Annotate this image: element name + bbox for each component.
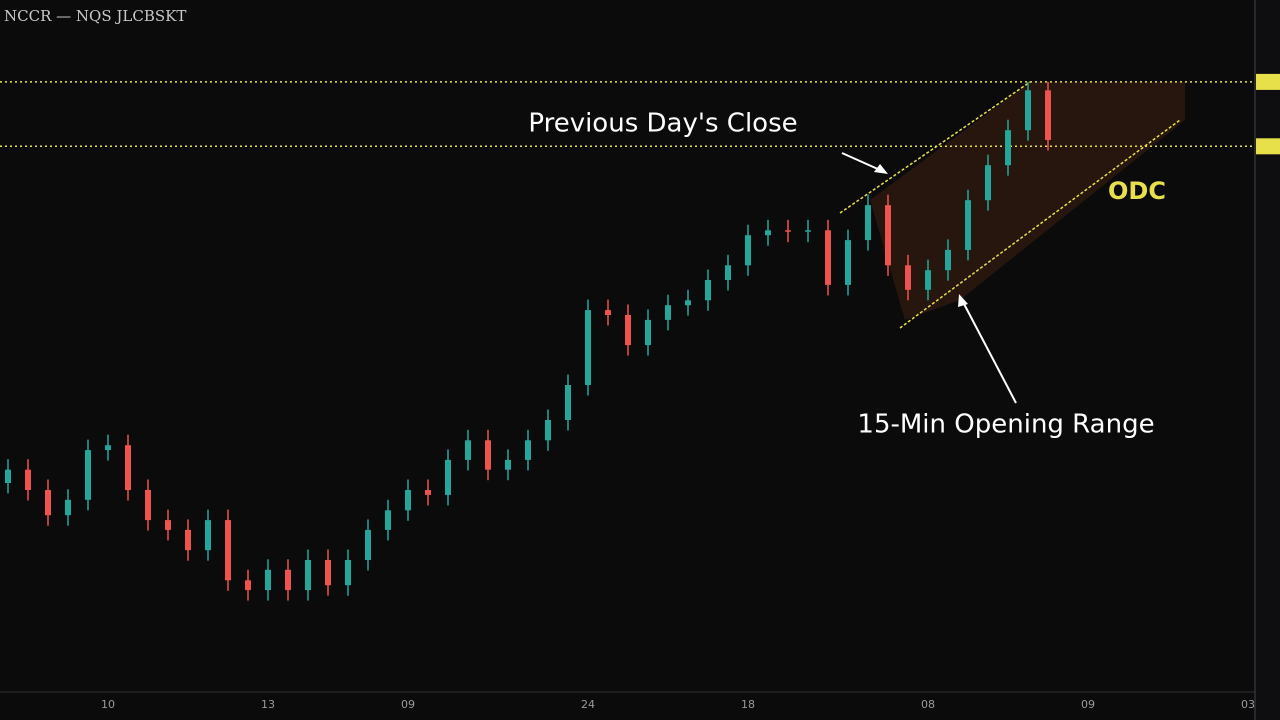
candle-body (145, 490, 151, 521)
candle-body (945, 249, 951, 271)
price-axis (1255, 0, 1280, 720)
candle-body (925, 270, 931, 290)
x-tick-label: 03 (1241, 698, 1255, 711)
candle-body (245, 580, 251, 591)
candle-body (345, 560, 351, 586)
price-level-tag (1256, 138, 1280, 155)
candle-body (25, 469, 31, 490)
annotation: Previous Day's Close (528, 109, 797, 139)
candle-body (265, 569, 271, 591)
candle-body (465, 440, 471, 460)
candle-body (205, 520, 211, 551)
candle-body (865, 205, 871, 241)
candle-body (1025, 90, 1031, 131)
candle-body (405, 490, 411, 511)
annotation: ODC (1108, 177, 1166, 205)
candle-body (525, 440, 531, 460)
candle-body (85, 450, 91, 500)
candle-body (965, 200, 971, 250)
candle-body (565, 385, 571, 420)
candle-body (605, 310, 611, 315)
candle-body (785, 230, 791, 232)
candle-body (325, 560, 331, 586)
candle-body (225, 520, 231, 581)
arrow-head (958, 294, 968, 307)
arrow-head (874, 164, 888, 174)
candle-body (505, 459, 511, 470)
candle-body (725, 265, 731, 280)
candle-body (65, 499, 71, 516)
x-tick-label: 18 (741, 698, 755, 711)
candle-body (765, 230, 771, 236)
candle-body (185, 529, 191, 551)
candle-body (1045, 90, 1051, 140)
candle-body (385, 510, 391, 530)
candle-body (1005, 130, 1011, 166)
candle-body (45, 490, 51, 516)
channel-line (899, 119, 1181, 329)
price-level-tag (1256, 73, 1280, 90)
candle-body (585, 310, 591, 385)
candle-body (485, 440, 491, 470)
arrow (841, 152, 881, 171)
candle-body (365, 529, 371, 560)
candle-body (885, 205, 891, 266)
candle-body (705, 280, 711, 301)
candle-body (125, 445, 131, 490)
x-tick-label: 09 (1081, 698, 1095, 711)
candle-body (625, 315, 631, 346)
candle-body (805, 230, 811, 232)
candle-body (165, 520, 171, 530)
candle-body (5, 469, 11, 483)
candle-body (825, 230, 831, 285)
x-tick-label: 08 (921, 698, 935, 711)
candle-body (445, 459, 451, 495)
candle-body (645, 319, 651, 346)
candle-body (665, 305, 671, 320)
channel-line (839, 81, 1031, 214)
candle-body (545, 420, 551, 441)
x-tick-label: 13 (261, 698, 275, 711)
candle-body (985, 165, 991, 201)
chart-title: NCCR — NQS JLCBSKT (4, 7, 186, 25)
candle-body (745, 235, 751, 266)
candle-body (685, 300, 691, 306)
annotation: 15-Min Opening Range (857, 410, 1154, 440)
candle-body (425, 490, 431, 495)
candle-body (905, 265, 911, 290)
candle-body (285, 569, 291, 591)
candle-body (845, 240, 851, 285)
arrow (962, 301, 1017, 404)
candle-body (105, 445, 111, 451)
x-tick-label: 10 (101, 698, 115, 711)
x-tick-label: 09 (401, 698, 415, 711)
x-tick-label: 24 (581, 698, 595, 711)
candle-body (305, 560, 311, 591)
